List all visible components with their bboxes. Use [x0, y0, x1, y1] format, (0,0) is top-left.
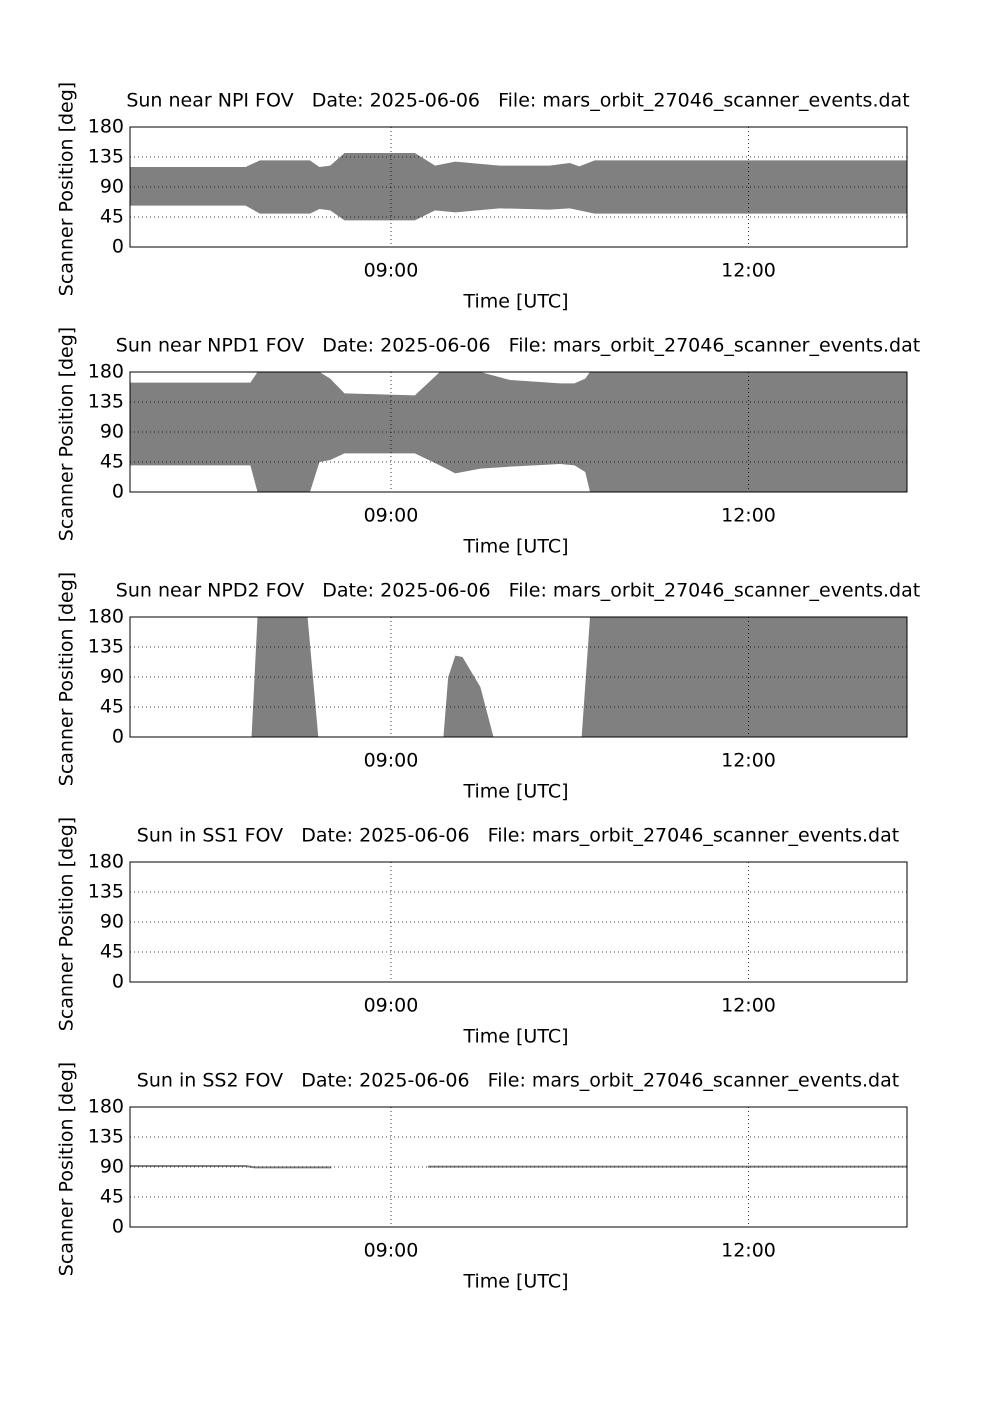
y-tick-label: 90: [100, 176, 124, 198]
y-tick-label: 135: [88, 881, 124, 903]
x-tick-label: 09:00: [364, 1240, 419, 1262]
x-tick-label: 12:00: [721, 1240, 776, 1262]
x-tick-label: 09:00: [364, 750, 419, 772]
y-tick-label: 45: [100, 206, 124, 228]
plot-frame: [129, 1106, 908, 1228]
y-tick-label: 45: [100, 451, 124, 473]
plot-frame: [129, 126, 908, 248]
y-tick-label: 45: [100, 696, 124, 718]
x-axis-label: Time [UTC]: [462, 291, 568, 313]
plot-frame: [129, 616, 908, 738]
y-tick-label: 90: [100, 666, 124, 688]
chart-title: Sun near NPD1 FOV Date: 2025-06-06 File:…: [116, 335, 920, 357]
band: [427, 1165, 907, 1168]
y-tick-label: 90: [100, 1156, 124, 1178]
x-tick-label: 12:00: [721, 260, 776, 282]
x-tick-label: 09:00: [364, 260, 419, 282]
y-axis-label: Scanner Position [deg]: [56, 327, 78, 541]
x-tick-label: 12:00: [721, 505, 776, 527]
y-tick-label: 45: [100, 941, 124, 963]
band: [251, 617, 319, 737]
chart-title: Sun in SS1 FOV Date: 2025-06-06 File: ma…: [137, 825, 899, 847]
plot-frame: [129, 861, 908, 983]
y-axis-label: Scanner Position [deg]: [56, 1062, 78, 1276]
chart-title: Sun near NPD2 FOV Date: 2025-06-06 File:…: [116, 580, 920, 602]
y-axis-label: Scanner Position [deg]: [56, 817, 78, 1031]
y-tick-label: 135: [88, 391, 124, 413]
x-tick-label: 12:00: [721, 995, 776, 1017]
y-tick-label: 0: [112, 726, 124, 748]
y-tick-label: 180: [88, 116, 124, 138]
chart-title: Sun in SS2 FOV Date: 2025-06-06 File: ma…: [137, 1070, 899, 1092]
y-tick-label: 45: [100, 1186, 124, 1208]
y-tick-label: 90: [100, 911, 124, 933]
y-tick-label: 0: [112, 236, 124, 258]
y-axis-label: Scanner Position [deg]: [56, 82, 78, 296]
y-tick-label: 180: [88, 361, 124, 383]
x-axis-label: Time [UTC]: [462, 1026, 568, 1048]
y-tick-label: 180: [88, 606, 124, 628]
y-tick-label: 90: [100, 421, 124, 443]
y-axis-label: Scanner Position [deg]: [56, 572, 78, 786]
y-tick-label: 135: [88, 636, 124, 658]
y-tick-label: 0: [112, 1216, 124, 1238]
y-tick-label: 180: [88, 851, 124, 873]
band: [443, 655, 494, 737]
y-tick-label: 180: [88, 1096, 124, 1118]
x-tick-label: 09:00: [364, 995, 419, 1017]
x-tick-label: 12:00: [721, 750, 776, 772]
y-tick-label: 135: [88, 1126, 124, 1148]
y-tick-label: 135: [88, 146, 124, 168]
x-axis-label: Time [UTC]: [462, 536, 568, 558]
x-axis-label: Time [UTC]: [462, 1271, 568, 1293]
y-tick-label: 0: [112, 971, 124, 993]
y-tick-label: 0: [112, 481, 124, 503]
x-axis-label: Time [UTC]: [462, 781, 568, 803]
chart-title: Sun near NPI FOV Date: 2025-06-06 File: …: [126, 90, 909, 112]
x-tick-label: 09:00: [364, 505, 419, 527]
plot-frame: [129, 371, 908, 493]
